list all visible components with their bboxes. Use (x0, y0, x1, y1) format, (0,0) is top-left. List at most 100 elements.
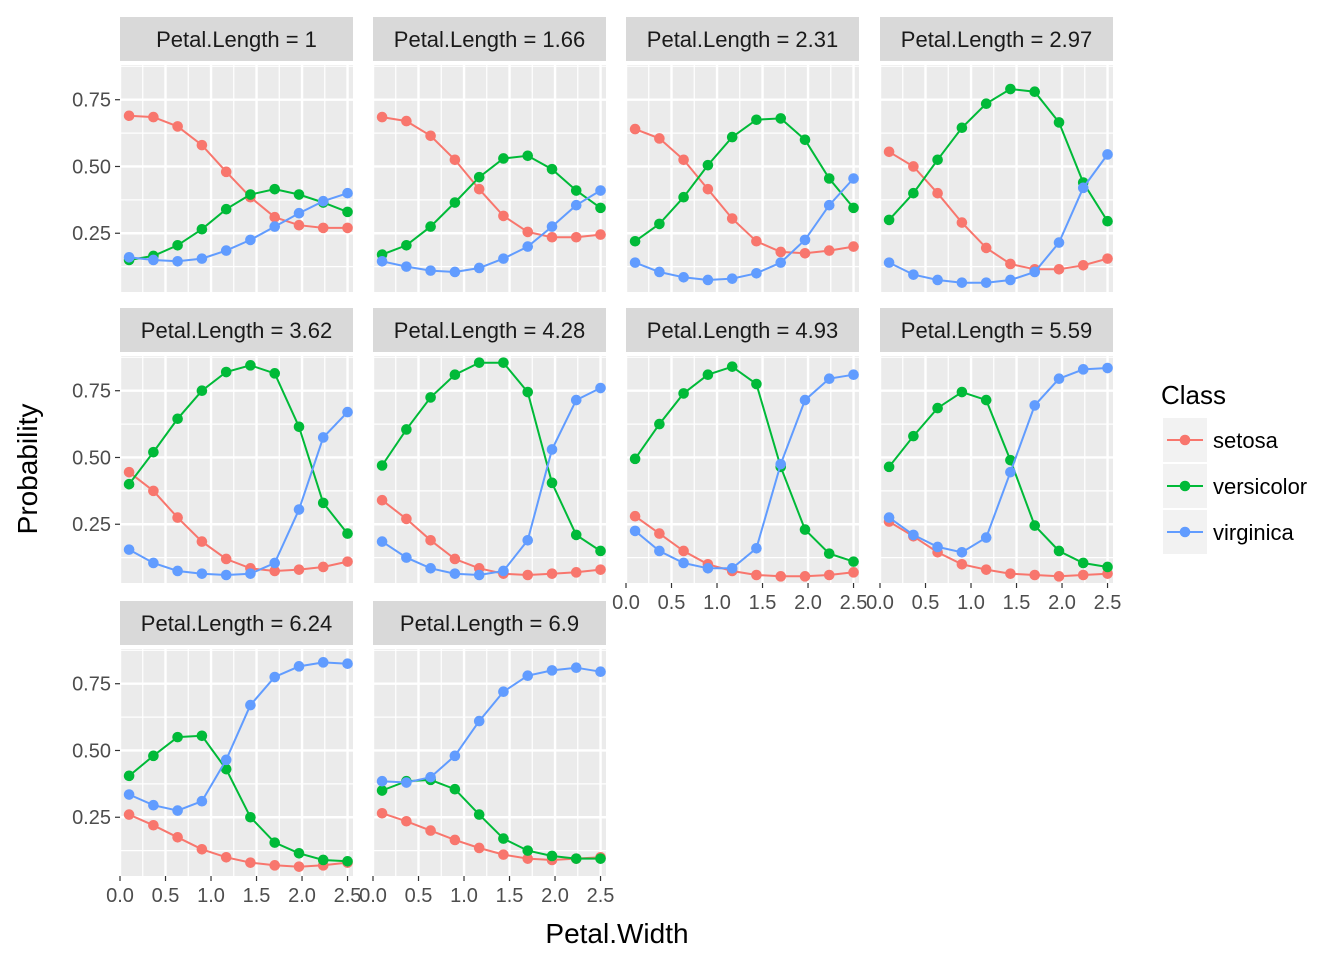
facet-strip (373, 308, 606, 352)
facet-panel: Petal.Length = 2.31 (626, 17, 859, 292)
y-axis-title: Probability (12, 404, 43, 535)
x-tick-label: 2.5 (587, 885, 615, 907)
facet-strip-label: Petal.Length = 6.9 (400, 611, 579, 636)
data-point-versicolor (883, 214, 895, 226)
data-point-setosa (1053, 264, 1065, 275)
data-point-versicolor (172, 731, 183, 743)
data-point-versicolor (123, 478, 135, 490)
data-point-versicolor (196, 385, 208, 397)
data-point-versicolor (848, 202, 859, 214)
data-point-setosa (148, 819, 159, 831)
y-tick-label: 0.50 (72, 156, 111, 178)
x-tick-label: 2.0 (1048, 592, 1076, 614)
data-point-virginica (1077, 364, 1089, 375)
panel-background (373, 65, 606, 292)
data-point-versicolor (1029, 86, 1041, 98)
data-point-virginica (1102, 149, 1113, 160)
legend-point-virginica (1179, 526, 1191, 538)
data-point-virginica (245, 234, 256, 246)
data-point-virginica (196, 568, 208, 579)
data-point-versicolor (546, 850, 558, 862)
facet-strip-label: Petal.Length = 4.93 (647, 318, 838, 343)
data-point-versicolor (473, 357, 485, 368)
data-point-versicolor (629, 235, 641, 247)
data-point-virginica (425, 265, 436, 276)
series-line-versicolor (128, 734, 348, 863)
panel-background (626, 65, 859, 292)
data-point-setosa (293, 861, 305, 872)
facet-panel: Petal.Length = 5.59 (880, 308, 1113, 583)
data-point-setosa (570, 231, 582, 243)
series-line-setosa (888, 150, 1108, 271)
data-point-versicolor (498, 833, 509, 844)
data-point-virginica (546, 665, 558, 676)
panel-background (373, 356, 606, 583)
data-point-versicolor (956, 122, 968, 134)
panel-background (373, 649, 606, 876)
x-axis-title: Petal.Width (545, 918, 688, 949)
data-point-setosa (522, 569, 534, 581)
data-point-versicolor (629, 453, 641, 465)
data-point-setosa (123, 110, 135, 122)
data-point-setosa (196, 843, 208, 855)
facet-panel: Petal.Length = 6.24 (120, 601, 353, 876)
data-point-setosa (775, 246, 787, 258)
series-line-versicolor (888, 390, 1108, 568)
x-tick-label: 0.5 (912, 592, 940, 614)
data-point-virginica (956, 277, 968, 288)
data-point-virginica (401, 261, 412, 272)
series-line-setosa (381, 812, 601, 862)
data-point-versicolor (220, 763, 232, 775)
data-point-versicolor (799, 524, 811, 535)
data-point-setosa (775, 571, 787, 582)
data-point-versicolor (799, 134, 811, 146)
data-point-versicolor (932, 154, 943, 166)
x-tick-label: 0.5 (152, 885, 180, 907)
data-point-virginica (1053, 237, 1065, 248)
data-point-versicolor (522, 386, 534, 398)
data-point-versicolor (546, 477, 558, 489)
data-point-setosa (1053, 571, 1065, 582)
data-point-virginica (883, 512, 895, 523)
data-point-virginica (1029, 400, 1041, 411)
facet-panel: Petal.Length = 1 (120, 17, 353, 292)
y-tick-label: 0.75 (72, 90, 111, 112)
data-point-setosa (678, 545, 689, 557)
data-point-virginica (546, 221, 558, 232)
data-point-setosa (932, 187, 943, 199)
data-point-virginica (498, 253, 509, 264)
data-point-virginica (401, 552, 412, 563)
data-point-virginica (376, 536, 388, 547)
data-point-versicolor (449, 783, 461, 795)
x-tick-label: 2.0 (541, 885, 569, 907)
data-point-virginica (245, 699, 256, 711)
facet-strip (626, 308, 859, 352)
data-point-versicolor (956, 386, 968, 398)
y-tick-label: 0.50 (72, 740, 111, 762)
x-tick-label: 1.5 (243, 885, 271, 907)
data-point-virginica (317, 657, 329, 668)
data-point-versicolor (751, 114, 762, 126)
facet-strip-label: Petal.Length = 2.97 (901, 27, 1092, 52)
series-line-setosa (129, 114, 348, 229)
data-point-virginica (726, 563, 738, 574)
data-point-setosa (269, 860, 281, 871)
data-point-setosa (401, 115, 412, 127)
data-point-virginica (848, 173, 859, 184)
data-point-versicolor (245, 811, 256, 823)
data-point-versicolor (498, 357, 509, 368)
data-point-virginica (654, 266, 665, 278)
y-tick-label: 0.25 (72, 514, 111, 536)
data-point-versicolor (595, 853, 606, 864)
data-point-setosa (848, 567, 859, 578)
data-point-virginica (376, 775, 388, 787)
legend-label-versicolor: versicolor (1213, 474, 1307, 499)
data-point-setosa (1005, 568, 1016, 579)
data-point-versicolor (908, 187, 919, 199)
data-point-virginica (449, 750, 461, 762)
data-point-versicolor (570, 529, 582, 541)
data-point-setosa (317, 222, 329, 234)
data-point-setosa (269, 565, 281, 577)
data-point-versicolor (522, 845, 534, 856)
x-tick-label: 0.5 (658, 592, 686, 614)
